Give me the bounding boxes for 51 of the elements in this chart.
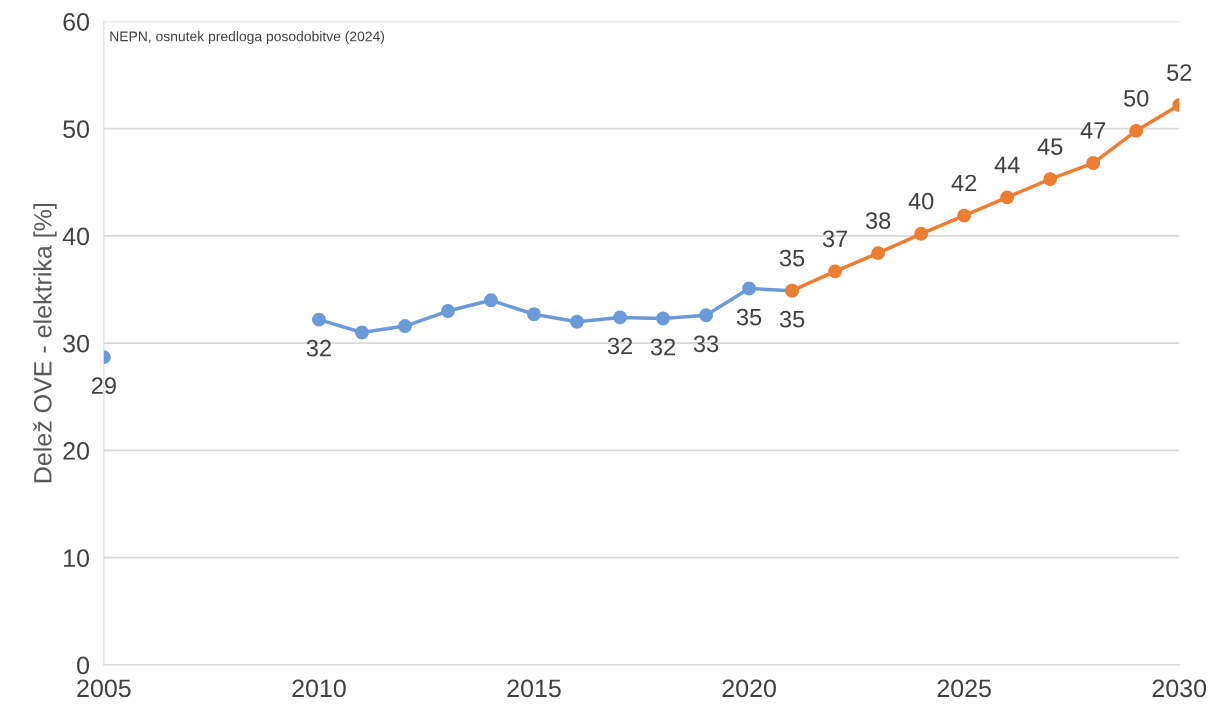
y-tick-label: 50 — [63, 120, 90, 138]
data-label: 47 — [1080, 122, 1106, 139]
point — [398, 319, 412, 333]
point — [1129, 123, 1144, 138]
data-label: 38 — [865, 212, 891, 229]
x-tick-label: 2010 — [292, 679, 346, 698]
data-label: 35 — [779, 310, 805, 328]
data-label: 40 — [908, 192, 934, 210]
point — [699, 308, 714, 323]
data-label: 35 — [779, 249, 805, 267]
point — [1000, 190, 1015, 205]
point — [441, 304, 455, 318]
point — [656, 311, 671, 326]
point — [355, 325, 369, 340]
point — [871, 246, 886, 261]
y-axis-title: Delež OVE - elektrika [%] — [33, 203, 57, 483]
y-tick-label: 30 — [63, 334, 90, 353]
point — [311, 312, 326, 327]
data-label: 32 — [607, 337, 632, 355]
point — [742, 281, 757, 296]
point — [527, 307, 541, 322]
point — [957, 208, 972, 223]
point — [570, 314, 584, 329]
y-tick-label: 0 — [77, 656, 89, 675]
x-tick-label: 2015 — [507, 679, 561, 698]
data-label: 29 — [91, 377, 116, 395]
x-tick-label: 2020 — [722, 679, 776, 698]
point — [828, 264, 843, 279]
x-tick-label: 2005 — [77, 679, 131, 698]
data-label: 42 — [951, 174, 977, 192]
y-tick-label: 20 — [63, 442, 90, 460]
data-label: 35 — [736, 308, 762, 326]
x-tick-label: 2025 — [937, 679, 991, 698]
data-label: 44 — [994, 156, 1020, 173]
annotation: NEPN, osnutek predloga posodobitve (2024) — [110, 31, 385, 45]
point — [1086, 156, 1101, 170]
y-tick-label: 60 — [63, 13, 90, 31]
point — [1043, 172, 1058, 187]
data-label: 50 — [1124, 89, 1149, 107]
x-tick-label: 2030 — [1152, 679, 1207, 698]
y-tick-label: 10 — [64, 549, 90, 567]
data-label: 32 — [650, 338, 675, 356]
point — [484, 293, 498, 308]
y-tick-label: 40 — [62, 227, 90, 246]
data-label: 32 — [306, 339, 331, 357]
point — [613, 310, 627, 325]
data-label: 52 — [1167, 64, 1192, 81]
data-label: 33 — [693, 335, 719, 353]
data-label: 37 — [822, 230, 848, 248]
data-label: 45 — [1037, 138, 1063, 155]
point — [914, 226, 929, 241]
